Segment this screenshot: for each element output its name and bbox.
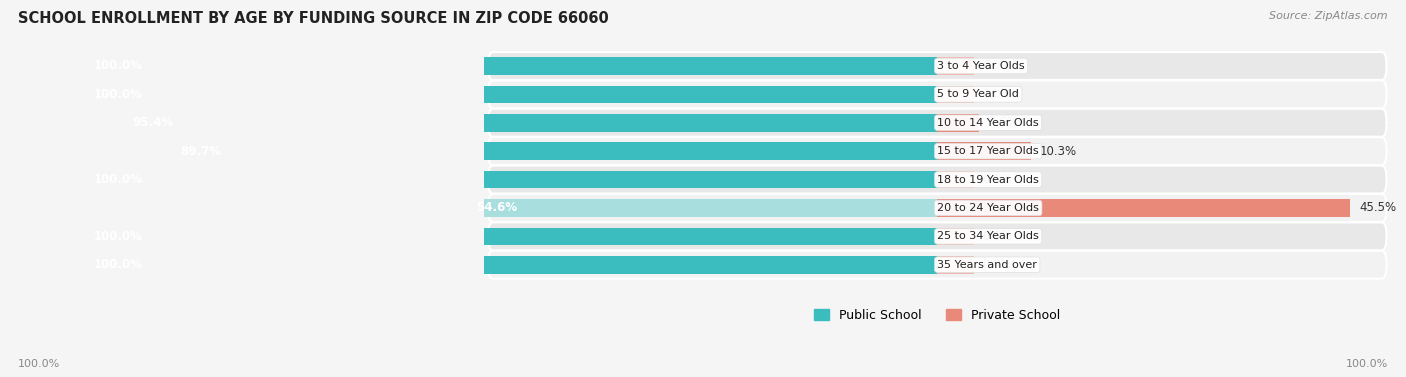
Text: 100.0%: 100.0% bbox=[93, 258, 142, 271]
FancyBboxPatch shape bbox=[488, 194, 1386, 222]
Bar bbox=[30, 57, 938, 75]
Text: 0.0%: 0.0% bbox=[983, 173, 1012, 186]
FancyBboxPatch shape bbox=[488, 109, 1386, 137]
Text: 4.6%: 4.6% bbox=[988, 116, 1018, 129]
Bar bbox=[938, 57, 973, 75]
Bar bbox=[30, 171, 938, 188]
Text: 100.0%: 100.0% bbox=[93, 230, 142, 243]
Legend: Public School, Private School: Public School, Private School bbox=[808, 304, 1066, 327]
FancyBboxPatch shape bbox=[488, 52, 1386, 80]
Text: 100.0%: 100.0% bbox=[93, 60, 142, 72]
FancyBboxPatch shape bbox=[488, 137, 1386, 165]
Bar bbox=[938, 86, 973, 103]
Text: 45.5%: 45.5% bbox=[1360, 201, 1396, 215]
Text: 0.0%: 0.0% bbox=[983, 258, 1012, 271]
Bar bbox=[938, 143, 1031, 160]
Bar bbox=[938, 256, 973, 274]
Bar bbox=[938, 171, 973, 188]
Text: 10 to 14 Year Olds: 10 to 14 Year Olds bbox=[938, 118, 1039, 128]
Text: 100.0%: 100.0% bbox=[93, 173, 142, 186]
Bar bbox=[938, 228, 973, 245]
Text: 5 to 9 Year Old: 5 to 9 Year Old bbox=[938, 89, 1019, 100]
Text: 100.0%: 100.0% bbox=[93, 88, 142, 101]
Bar bbox=[441, 199, 938, 217]
Bar bbox=[72, 114, 938, 132]
Bar bbox=[938, 114, 979, 132]
Bar bbox=[30, 256, 938, 274]
Text: 54.6%: 54.6% bbox=[477, 201, 517, 215]
FancyBboxPatch shape bbox=[488, 222, 1386, 250]
Text: 3 to 4 Year Olds: 3 to 4 Year Olds bbox=[938, 61, 1025, 71]
Bar bbox=[30, 86, 938, 103]
Text: SCHOOL ENROLLMENT BY AGE BY FUNDING SOURCE IN ZIP CODE 66060: SCHOOL ENROLLMENT BY AGE BY FUNDING SOUR… bbox=[18, 11, 609, 26]
Bar bbox=[938, 199, 1350, 217]
FancyBboxPatch shape bbox=[488, 251, 1386, 279]
Text: 35 Years and over: 35 Years and over bbox=[938, 260, 1038, 270]
Bar bbox=[30, 228, 938, 245]
Text: Source: ZipAtlas.com: Source: ZipAtlas.com bbox=[1270, 11, 1388, 21]
FancyBboxPatch shape bbox=[488, 80, 1386, 108]
Text: 100.0%: 100.0% bbox=[1346, 359, 1388, 369]
Text: 0.0%: 0.0% bbox=[983, 88, 1012, 101]
Text: 100.0%: 100.0% bbox=[18, 359, 60, 369]
Text: 20 to 24 Year Olds: 20 to 24 Year Olds bbox=[938, 203, 1039, 213]
Text: 25 to 34 Year Olds: 25 to 34 Year Olds bbox=[938, 231, 1039, 241]
Text: 15 to 17 Year Olds: 15 to 17 Year Olds bbox=[938, 146, 1039, 156]
Bar bbox=[124, 143, 938, 160]
Text: 89.7%: 89.7% bbox=[180, 145, 221, 158]
Text: 0.0%: 0.0% bbox=[983, 230, 1012, 243]
Text: 18 to 19 Year Olds: 18 to 19 Year Olds bbox=[938, 175, 1039, 185]
Text: 0.0%: 0.0% bbox=[983, 60, 1012, 72]
Text: 95.4%: 95.4% bbox=[132, 116, 173, 129]
Text: 10.3%: 10.3% bbox=[1040, 145, 1077, 158]
FancyBboxPatch shape bbox=[488, 166, 1386, 193]
